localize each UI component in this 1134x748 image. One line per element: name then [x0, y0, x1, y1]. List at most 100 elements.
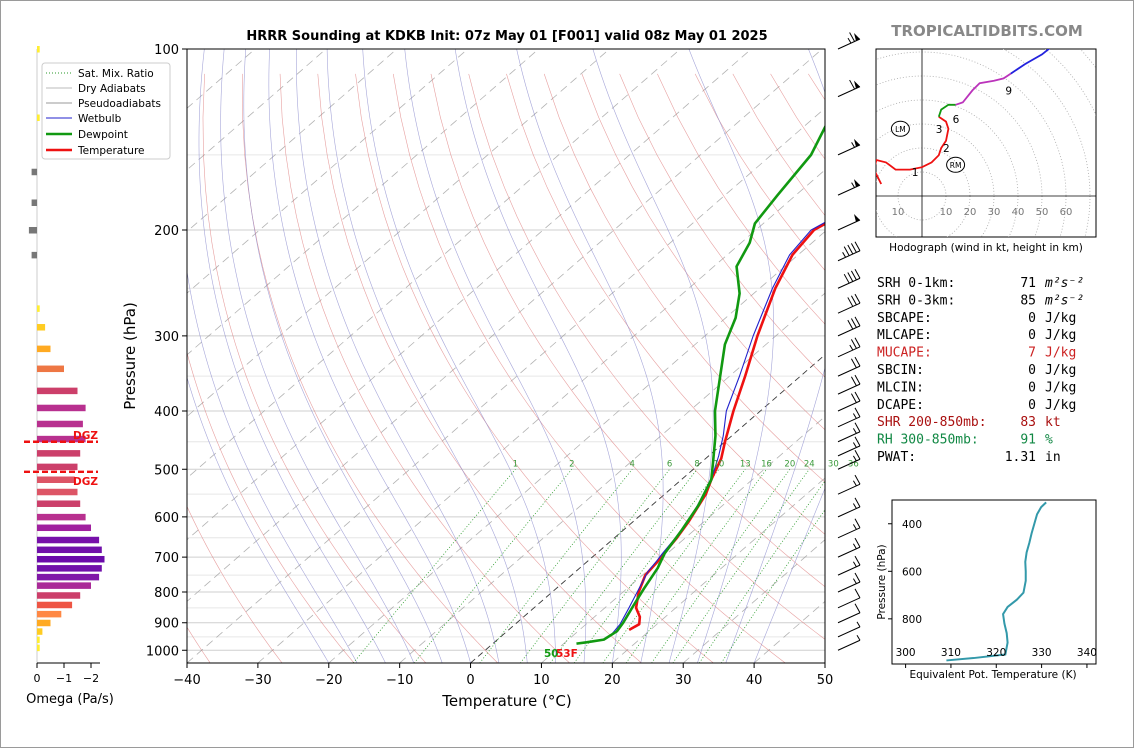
barb-flag	[847, 272, 854, 282]
barb-staff	[837, 581, 861, 593]
legend-sat-mix: Sat. Mix. Ratio	[78, 68, 154, 80]
index-label: MLCIN:	[877, 380, 924, 395]
dry-adiabat-line	[543, 73, 825, 483]
omega-bar	[37, 404, 86, 412]
wind-barb	[837, 138, 861, 156]
x-tick-label: 20	[604, 673, 621, 688]
dry-adiabat-line	[279, 73, 570, 663]
barb-flag	[854, 497, 861, 508]
index-unit: J/kg	[1045, 380, 1076, 395]
hodograph-ring-label: 10	[892, 207, 905, 218]
storm-motion-marker	[890, 120, 910, 137]
index-value: 1.31	[1005, 450, 1036, 465]
index-unit: %	[1045, 433, 1053, 448]
barb-flag	[850, 339, 857, 349]
barb-staff	[837, 597, 861, 609]
index-label: MUCAPE:	[877, 346, 932, 361]
barb-flag	[854, 407, 861, 418]
barb-flag	[854, 474, 861, 485]
index-value: 91	[1020, 433, 1036, 448]
y-tick-label: 400	[154, 405, 179, 420]
legend-pseudoadiabats: Pseudoadiabats	[78, 98, 161, 110]
barb-halfflag	[856, 621, 861, 628]
barb-flag	[843, 246, 850, 256]
omega-panel: 0 −1 −2 DGZ DGZ	[24, 46, 105, 685]
barb-flag	[854, 436, 861, 447]
barb-pennant	[854, 138, 860, 147]
dry-adiabat-line	[619, 73, 825, 378]
barb-halfflag	[849, 344, 854, 351]
barb-halfflag	[852, 503, 857, 509]
barb-flag	[849, 32, 856, 42]
omega-bar	[37, 619, 51, 627]
mixing-ratio-line	[413, 469, 573, 663]
barb-staff	[837, 445, 861, 457]
y-tick-label: 900	[154, 617, 179, 632]
omega-bar	[28, 226, 37, 234]
mixing-ratio-label: 6	[667, 459, 672, 469]
hodograph-trace	[937, 103, 956, 118]
barb-flag	[854, 391, 861, 402]
barb-flag	[854, 555, 861, 566]
mixing-ratio-label: 8	[694, 459, 699, 469]
barb-halfflag	[852, 428, 857, 434]
mixing-ratio-label: 4	[630, 459, 635, 469]
barb-flag	[854, 356, 861, 367]
isotherm-line	[257, 169, 825, 663]
pseudoadiabat-line	[326, 49, 528, 663]
barb-flag	[854, 316, 861, 327]
y-tick-label: 800	[154, 586, 179, 601]
index-unit: J/kg	[1045, 328, 1076, 343]
y-tick-label: 300	[154, 330, 179, 345]
y-tick-label: 600	[154, 511, 179, 526]
barb-flag	[854, 269, 861, 279]
barb-halfflag	[852, 561, 857, 568]
barb-flag	[854, 241, 861, 251]
mixing-ratio-line	[352, 469, 516, 663]
barb-flag	[850, 318, 857, 328]
barb-halfflag	[856, 635, 861, 641]
omega-bar	[37, 387, 78, 395]
omega-xlabel: Omega (Pa/s)	[26, 692, 114, 707]
barb-flag	[849, 79, 856, 90]
dry-adiabat-line	[187, 505, 283, 663]
barb-halfflag	[851, 142, 856, 148]
hodograph-ring-label: 60	[1060, 207, 1073, 218]
hodograph-height-label: 3	[936, 124, 943, 136]
omega-bar	[37, 463, 78, 471]
barb-flag	[854, 293, 861, 304]
wind-barb	[837, 621, 861, 638]
omega-bar	[37, 565, 102, 572]
mixing-ratio-line	[549, 469, 698, 663]
dgz-label: DGZ	[73, 476, 98, 488]
pseudoadiabat-line	[220, 49, 415, 663]
omega-x-tick-label: −1	[56, 672, 72, 685]
theta-e-y-tick-label: 800	[902, 614, 922, 626]
wind-barb	[837, 407, 861, 428]
index-label: SHR 200-850mb:	[877, 415, 987, 430]
barb-staff	[837, 346, 861, 358]
brand-logo: TROPICALTIDBITS.COM	[891, 22, 1083, 40]
wind-barb	[837, 450, 861, 470]
barb-staff	[837, 400, 861, 412]
index-value: 85	[1020, 293, 1036, 308]
isotherm-line	[470, 354, 825, 663]
index-row: DCAPE: 0 J/kg	[877, 398, 1076, 413]
legend-wetbulb: Wetbulb	[78, 113, 122, 125]
wind-barb	[837, 337, 861, 358]
index-unit: J/kg	[1045, 346, 1076, 361]
index-label: MLCAPE:	[877, 328, 932, 343]
omega-bar	[37, 644, 40, 652]
wind-barb	[837, 316, 861, 337]
surface-temp-label: 53F	[556, 648, 578, 660]
theta-e-x-tick-label: 340	[1077, 647, 1097, 659]
barb-flag	[854, 337, 861, 348]
mixing-ratio-label: 30	[828, 459, 839, 469]
wind-barb	[837, 518, 861, 539]
index-row: PWAT: 1.31 in	[877, 450, 1061, 465]
theta-e-ylabel: Pressure (hPa)	[876, 544, 888, 619]
index-value: 7	[1028, 346, 1036, 361]
wind-barb	[837, 269, 861, 289]
barb-halfflag	[852, 480, 857, 487]
hodograph-trace	[955, 72, 1012, 106]
